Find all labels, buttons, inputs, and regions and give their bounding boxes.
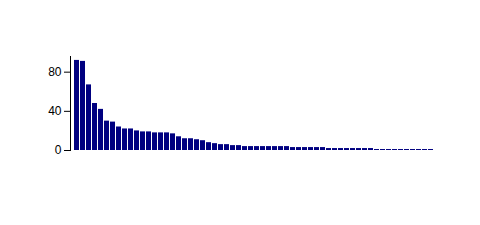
svg-text:80: 80 <box>48 65 62 79</box>
svg-text:0: 0 <box>55 143 62 157</box>
svg-text:40: 40 <box>48 104 62 118</box>
